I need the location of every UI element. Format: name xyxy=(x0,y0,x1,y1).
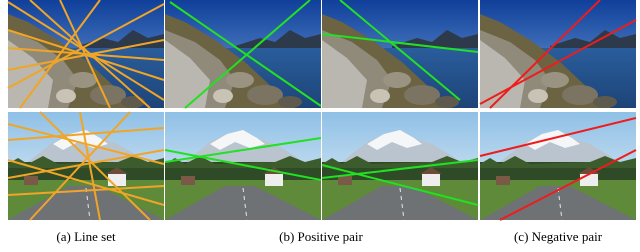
caption: (a) Line set xyxy=(56,229,116,244)
caption: (c) Negative pair xyxy=(514,229,603,244)
figure: (a) Line set (b) Positive pair (c) Negat… xyxy=(0,0,640,252)
caption: (b) Positive pair xyxy=(279,229,363,244)
panel-positive-pair xyxy=(165,0,478,220)
panel-negative-pair xyxy=(480,0,636,220)
panel-line-set xyxy=(8,0,164,220)
page: (a) Line set (b) Positive pair (c) Negat… xyxy=(0,0,640,252)
